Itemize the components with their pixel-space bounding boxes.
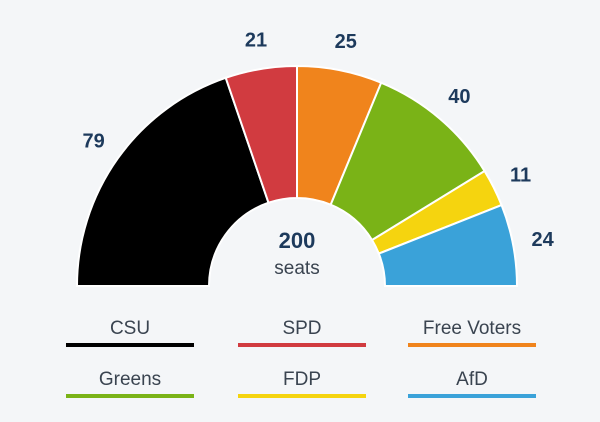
seat-count-greens: 40: [448, 86, 470, 108]
legend-label-fdp: FDP: [283, 369, 321, 390]
legend-label-csu: CSU: [110, 318, 150, 339]
seat-arc-afd: [377, 203, 519, 287]
seat-count-labels: 79 21 25 40 11 24: [82, 29, 554, 251]
legend-swatch-fdp: [238, 394, 366, 398]
seat-count-free-voters: 25: [335, 31, 357, 53]
legend-swatch-afd: [408, 394, 536, 398]
seat-arc-csu: [75, 76, 270, 287]
legend-item-fdp: FDP: [238, 369, 366, 398]
legend: CSU SPD Free Voters Greens FDP AfD: [66, 318, 536, 398]
seat-arcs: [75, 64, 519, 287]
legend-swatch-spd: [238, 343, 366, 347]
total-seats-unit: seats: [274, 258, 319, 279]
legend-item-greens: Greens: [66, 369, 194, 398]
legend-label-afd: AfD: [456, 369, 488, 390]
legend-label-greens: Greens: [99, 369, 161, 390]
legend-swatch-csu: [66, 343, 194, 347]
legend-label-spd: SPD: [282, 318, 321, 339]
total-seats-value: 200: [279, 228, 316, 253]
legend-item-csu: CSU: [66, 318, 194, 347]
seat-count-fdp: 11: [510, 164, 531, 186]
legend-swatch-free-voters: [408, 343, 536, 347]
seat-count-spd: 21: [245, 29, 267, 51]
legend-item-free-voters: Free Voters: [408, 318, 536, 347]
legend-swatch-greens: [66, 394, 194, 398]
seat-count-afd: 24: [531, 229, 554, 251]
legend-item-spd: SPD: [238, 318, 366, 347]
legend-item-afd: AfD: [408, 369, 536, 398]
legend-label-free-voters: Free Voters: [423, 318, 521, 339]
center-label: 200 seats: [274, 228, 319, 279]
seat-count-csu: 79: [82, 131, 104, 153]
